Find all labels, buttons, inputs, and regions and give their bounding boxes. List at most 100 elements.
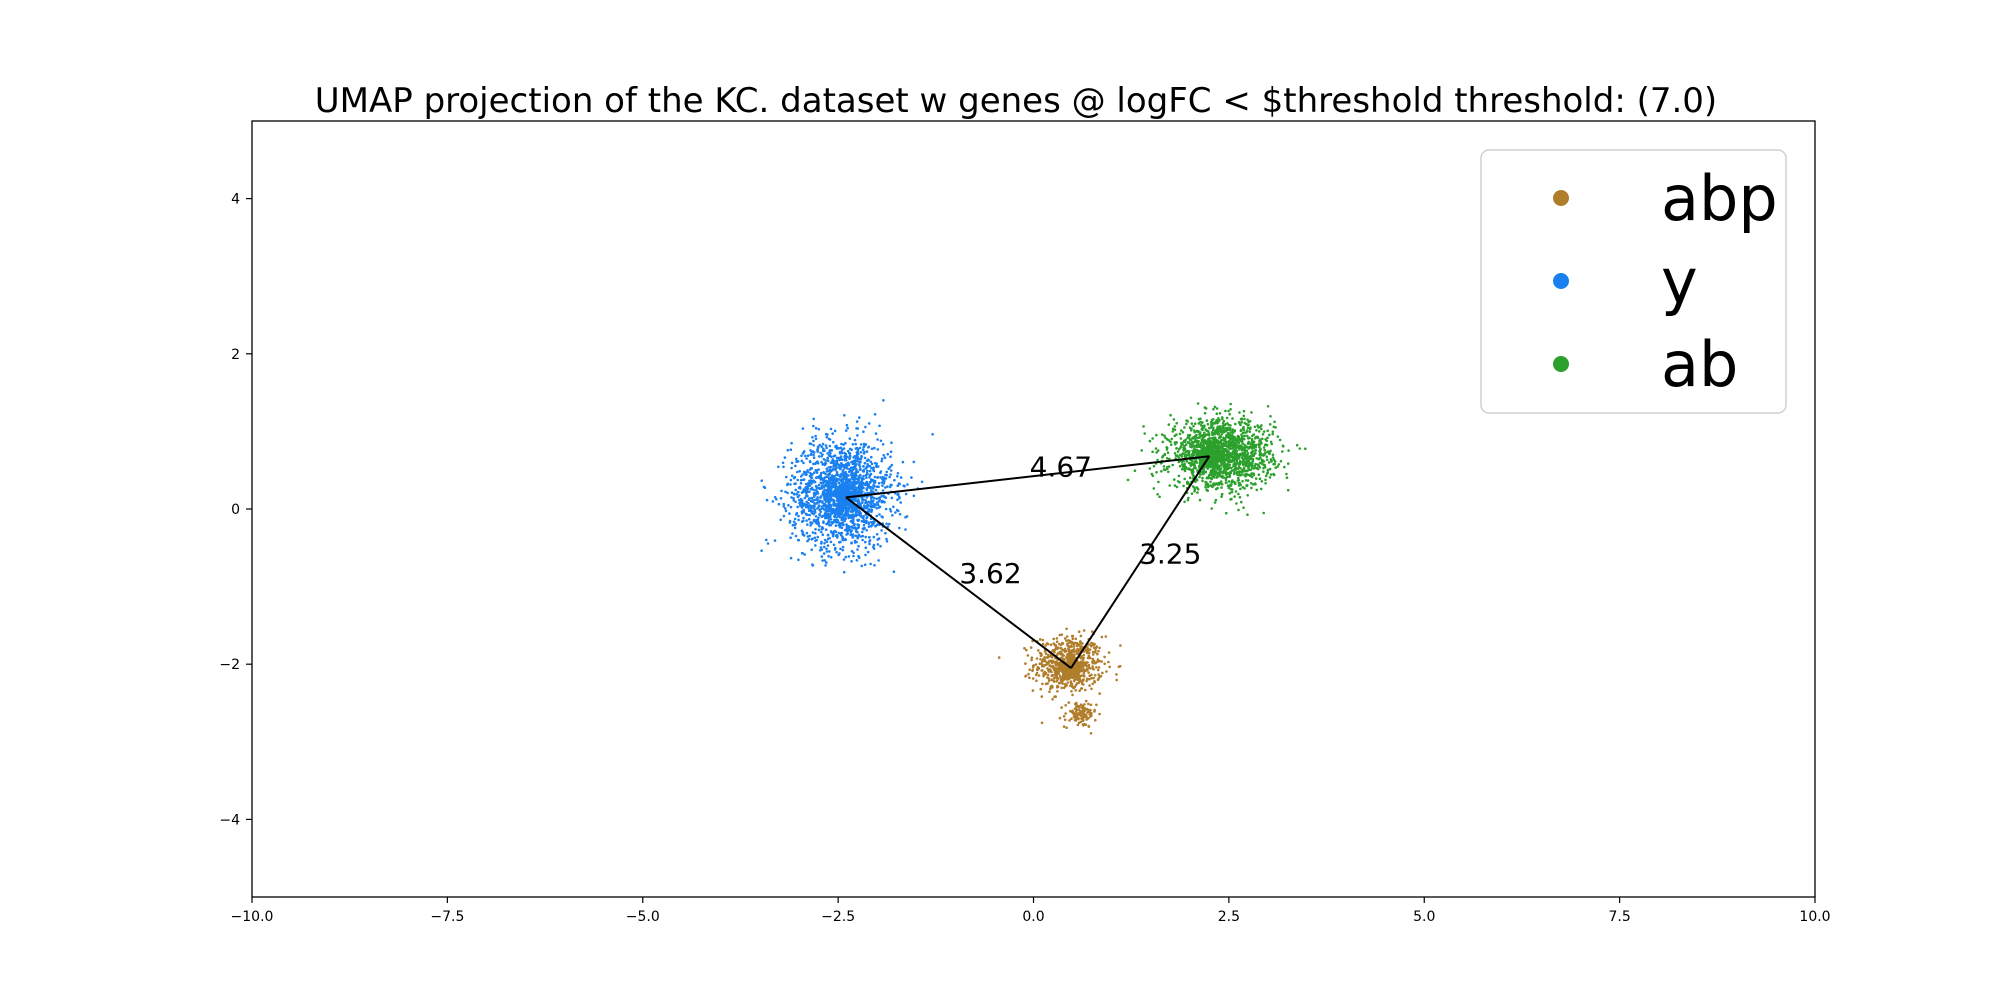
- data-point: [1101, 671, 1104, 675]
- data-point: [1068, 719, 1071, 722]
- x-tick-label: 5.0: [1413, 909, 1435, 925]
- data-point: [832, 479, 836, 483]
- data-point: [884, 531, 887, 535]
- data-point: [1237, 441, 1241, 445]
- data-point: [899, 501, 902, 504]
- data-point: [875, 506, 879, 510]
- data-point: [868, 536, 871, 539]
- data-point: [789, 478, 793, 482]
- data-point: [897, 492, 900, 496]
- data-point: [1286, 462, 1290, 465]
- data-point: [1213, 443, 1217, 446]
- data-point: [890, 496, 894, 500]
- data-point: [1186, 450, 1190, 453]
- data-point: [854, 442, 857, 446]
- data-point: [1100, 660, 1103, 663]
- data-point: [1220, 495, 1223, 498]
- data-point: [863, 461, 867, 465]
- data-point: [835, 466, 838, 470]
- data-point: [857, 487, 861, 490]
- data-point: [1191, 436, 1194, 440]
- legend-label: ab: [1661, 328, 1738, 401]
- data-point: [795, 457, 798, 461]
- data-point: [862, 523, 866, 527]
- data-point: [1186, 480, 1189, 484]
- data-point: [1282, 445, 1285, 448]
- data-point: [801, 531, 805, 534]
- data-point: [1107, 660, 1110, 664]
- data-point: [831, 478, 834, 481]
- data-point: [1279, 459, 1283, 463]
- data-point: [1224, 463, 1228, 467]
- data-point: [790, 466, 793, 470]
- data-point: [883, 456, 887, 460]
- data-point: [1236, 461, 1239, 465]
- data-point: [822, 503, 826, 506]
- data-point: [822, 447, 825, 451]
- data-point: [1077, 630, 1081, 633]
- data-point: [1173, 484, 1177, 487]
- data-point: [1192, 462, 1195, 466]
- data-point: [852, 517, 855, 521]
- data-point: [1203, 431, 1206, 435]
- data-point: [857, 556, 861, 559]
- data-point: [1214, 441, 1218, 444]
- data-point: [1104, 635, 1108, 638]
- data-point: [1205, 433, 1208, 437]
- data-point: [811, 563, 814, 566]
- data-point: [1182, 484, 1185, 488]
- data-point: [1237, 508, 1240, 512]
- data-point: [819, 495, 823, 498]
- data-point: [1259, 454, 1262, 457]
- data-point: [1085, 679, 1088, 683]
- data-point: [795, 511, 799, 515]
- data-point: [787, 504, 790, 507]
- data-point: [861, 448, 865, 452]
- data-point: [805, 500, 808, 504]
- data-point: [802, 508, 805, 512]
- data-point: [880, 529, 883, 532]
- data-point: [1070, 640, 1074, 644]
- data-point: [807, 538, 811, 541]
- data-point: [1251, 441, 1255, 445]
- data-point: [1048, 668, 1051, 671]
- data-point: [1034, 663, 1038, 666]
- data-point: [1264, 482, 1267, 485]
- data-point: [1233, 451, 1236, 455]
- data-point: [1187, 452, 1191, 456]
- data-point: [1052, 668, 1056, 671]
- data-point: [790, 496, 793, 499]
- data-point: [1174, 454, 1178, 457]
- data-point: [1173, 428, 1177, 432]
- data-point: [773, 495, 777, 499]
- data-point: [1077, 681, 1081, 684]
- data-point: [1051, 649, 1055, 652]
- data-point: [1218, 471, 1221, 474]
- data-point: [1219, 430, 1223, 434]
- data-point: [1211, 421, 1214, 425]
- data-point: [857, 523, 861, 527]
- data-point: [1086, 707, 1089, 711]
- data-point: [1230, 480, 1234, 484]
- data-point: [825, 446, 828, 450]
- data-point: [1207, 484, 1210, 488]
- data-point: [784, 509, 788, 513]
- data-point: [1194, 440, 1198, 443]
- data-point: [882, 479, 885, 482]
- data-point: [845, 528, 848, 531]
- data-point: [1043, 663, 1047, 667]
- data-point: [1151, 437, 1154, 440]
- data-point: [789, 536, 792, 539]
- data-point: [846, 525, 850, 528]
- data-point: [1078, 648, 1081, 651]
- data-point: [1088, 677, 1091, 681]
- data-point: [829, 478, 832, 482]
- data-point: [861, 516, 864, 520]
- data-point: [1167, 465, 1171, 468]
- data-point: [863, 505, 867, 509]
- data-point: [1189, 464, 1193, 468]
- data-point: [816, 535, 820, 539]
- data-point: [856, 481, 860, 484]
- data-point: [1075, 713, 1078, 716]
- data-point: [1227, 486, 1231, 490]
